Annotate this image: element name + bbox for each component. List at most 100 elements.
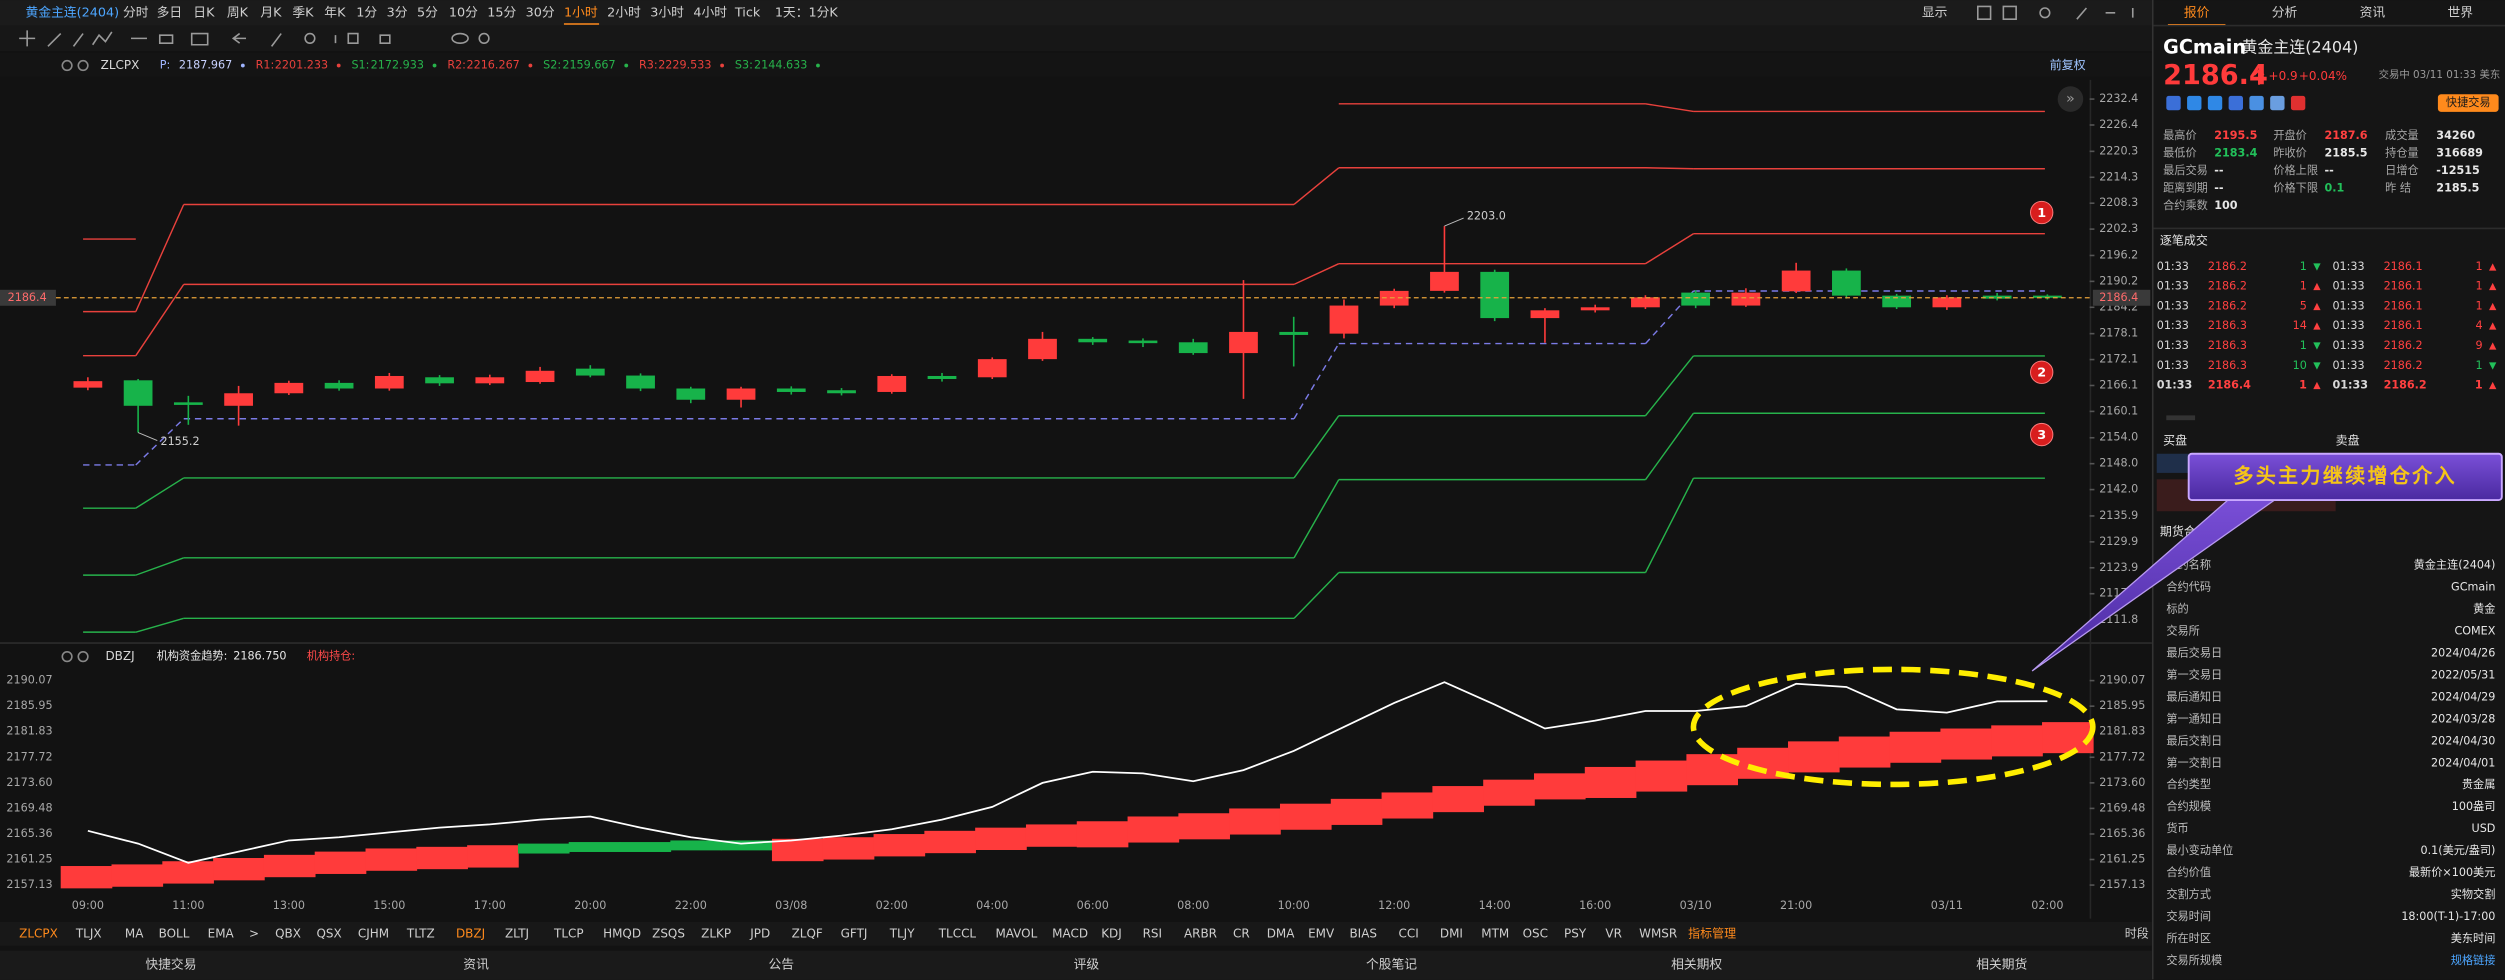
contract-value[interactable]: 规格链接	[2451, 953, 2496, 967]
period-tab[interactable]: 3小时	[650, 5, 684, 20]
indicator-tab[interactable]: ZLQF	[792, 926, 823, 940]
y-tick-label-left: 2177.72	[6, 750, 52, 763]
contract-value: 2022/05/31	[2431, 668, 2495, 681]
period-tab[interactable]: 30分	[526, 5, 555, 20]
panel-tab[interactable]: 报价	[2184, 5, 2210, 20]
indicator-tab[interactable]: HMQD	[603, 926, 641, 940]
indicator-tab[interactable]: WMSR	[1639, 926, 1677, 940]
indicator-tab[interactable]: OSC	[1523, 926, 1548, 940]
indicator-tab[interactable]: GFTJ	[841, 926, 868, 940]
indicator-tab[interactable]: QSX	[316, 926, 341, 940]
period-tab[interactable]: 周K	[227, 5, 249, 20]
panel-tab[interactable]: 世界	[2447, 5, 2473, 20]
indicator-tab[interactable]: EMV	[1308, 926, 1335, 940]
indicator-bar	[0, 921, 2152, 946]
indicator-tab[interactable]: EMA	[208, 926, 235, 940]
indicator-tab[interactable]: BOLL	[159, 926, 190, 940]
period-tab[interactable]: 15分	[487, 5, 516, 20]
indicator-tab[interactable]: 指标管理	[1688, 925, 1736, 940]
contract-value: USD	[2472, 822, 2496, 835]
bottom-tab[interactable]: 评级	[1074, 957, 1100, 972]
y-tick-label-left: 2185.95	[6, 699, 52, 712]
indicator-tab[interactable]: VR	[1605, 926, 1622, 940]
indicator-tab[interactable]: ZLCPX	[19, 926, 58, 940]
indicator-tab[interactable]: MTM	[1481, 926, 1509, 940]
period-tab[interactable]: 分时	[123, 5, 149, 20]
indicator-tab[interactable]: TLTZ	[406, 926, 435, 940]
indicator-tab[interactable]: ARBR	[1184, 926, 1217, 940]
fund-band	[619, 842, 672, 852]
y-tick-label: 2202.3	[2099, 222, 2138, 235]
bottom-tab[interactable]: 资讯	[463, 957, 489, 972]
adjust-mode[interactable]: 前复权	[2050, 57, 2086, 72]
y-tick-label: 2148.0	[2099, 457, 2138, 470]
fund-band	[467, 845, 519, 868]
indicator-tab[interactable]: QBX	[275, 926, 301, 940]
stat-value: 316689	[2436, 146, 2483, 159]
indicator-tab[interactable]: PSY	[1564, 926, 1587, 940]
period-tab[interactable]: 3分	[387, 5, 408, 20]
indicator-tab[interactable]: >	[249, 926, 259, 940]
trade-price: 2186.4	[2208, 379, 2251, 392]
contract-label: 货币	[2166, 821, 2188, 835]
stat-label: 成交量	[2385, 128, 2419, 142]
trade-direction: ▼	[2489, 360, 2497, 371]
indicator-tab[interactable]: DBZJ	[456, 926, 485, 940]
indicator-tab[interactable]: KDJ	[1101, 926, 1122, 940]
indicator-tab[interactable]: MACD	[1052, 926, 1088, 940]
indicator-tab[interactable]: ZSQS	[652, 926, 685, 940]
period-tab[interactable]: 日K	[193, 5, 215, 20]
indicator-tab[interactable]: TLJY	[889, 926, 916, 940]
stat-label: 最低价	[2163, 146, 2197, 159]
period-tab[interactable]: 2小时	[607, 5, 641, 20]
indicator-tab[interactable]: CJHM	[358, 926, 389, 940]
indicator-tab[interactable]: MA	[125, 926, 144, 940]
period-tab[interactable]: 多日	[157, 5, 183, 20]
quick-trade-button[interactable]	[2437, 94, 2499, 112]
stat-value: 0.1	[2324, 182, 2344, 195]
period-tab[interactable]: Tick	[734, 5, 761, 20]
period-tab[interactable]: 1分	[356, 5, 377, 20]
ask-header: 卖盘	[2336, 432, 2360, 447]
param-value: 2201.233	[275, 59, 328, 72]
bottom-tab[interactable]: 相关期货	[1976, 957, 2027, 972]
bottom-tab[interactable]: 公告	[768, 957, 794, 972]
contract-label: 合约规模	[2166, 799, 2211, 813]
indicator-tab[interactable]: BIAS	[1349, 926, 1377, 940]
indicator-tab[interactable]: ZLTJ	[505, 926, 529, 940]
indicator-tab[interactable]: JPD	[749, 926, 770, 940]
display-menu[interactable]: 显示	[1922, 5, 1948, 20]
panel-tab[interactable]: 分析	[2272, 5, 2298, 20]
indicator-tab[interactable]: MAVOL	[995, 926, 1037, 940]
period-tab[interactable]: 10分	[449, 5, 478, 20]
period-tab[interactable]: 年K	[324, 5, 346, 20]
period-tab[interactable]: 月K	[260, 5, 282, 20]
indicator-tab[interactable]: CR	[1233, 926, 1250, 940]
session-tab[interactable]: 时段	[2125, 925, 2149, 940]
indicator-tab[interactable]: RSI	[1143, 926, 1162, 940]
indicator-tab[interactable]: DMA	[1267, 926, 1296, 940]
bottom-tab[interactable]: 快捷交易	[145, 956, 196, 972]
x-tick-label: 03/10	[1680, 899, 1712, 912]
indicator-tab[interactable]: ZLKP	[701, 926, 731, 940]
market-icon	[2207, 95, 2223, 111]
indicator-tab[interactable]: TLCCL	[938, 926, 977, 940]
panel-tab[interactable]: 资讯	[2360, 5, 2386, 20]
bottom-tab[interactable]: 相关期权	[1671, 956, 1722, 972]
trade-volume: 1	[2300, 339, 2307, 352]
period-tab[interactable]: 4小时	[693, 5, 727, 20]
indicator-tab[interactable]: TLCP	[553, 926, 584, 940]
indicator-tab[interactable]: CCI	[1399, 926, 1419, 940]
period-tab[interactable]: 1小时	[564, 5, 598, 20]
fund-band	[1127, 816, 1180, 843]
indicator-tab[interactable]: DMI	[1440, 926, 1463, 940]
expand-button[interactable]	[2057, 86, 2084, 112]
indicator-tab[interactable]: TLJX	[75, 926, 102, 940]
stat-label: 最高价	[2163, 128, 2197, 142]
bottom-tab[interactable]: 个股笔记	[1366, 956, 1417, 972]
market-icon	[2187, 95, 2202, 111]
period-tab[interactable]: 5分	[417, 5, 438, 20]
period-tab[interactable]: 季K	[292, 5, 314, 20]
trade-time: 01:33	[2157, 359, 2189, 372]
period-tab[interactable]: 1天：1分K	[775, 5, 839, 20]
